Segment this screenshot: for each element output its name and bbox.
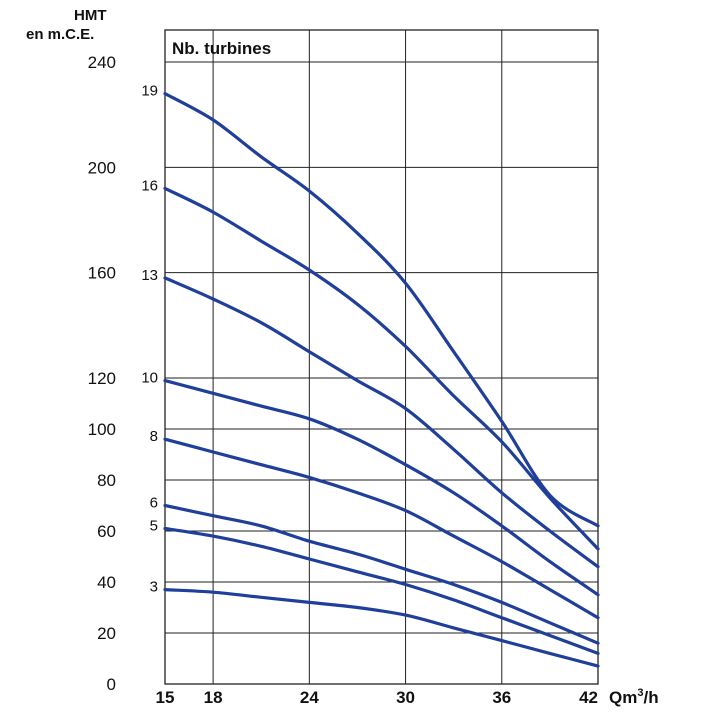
plot-frame [164,29,599,685]
y-axis-title-line-2: en m.C.E. [26,26,94,43]
series-curves [163,92,600,668]
y-tick-label: 160 [88,264,116,283]
x-axis-title-tail: /h [643,688,658,707]
series-label-5: 5 [150,517,158,534]
y-tick-label: 240 [88,53,116,72]
y-tick-label: 100 [88,420,116,439]
y-tick-label: 40 [97,573,116,592]
series-label-6: 6 [150,495,158,512]
x-tick-labels: 15 18 24 30 36 42 [156,688,598,707]
series-curve-13 [163,276,600,569]
series-label-19: 19 [141,83,158,100]
series-curve-5 [163,526,600,655]
series-curve-3 [163,588,600,668]
grid-layer [165,30,598,684]
series-label-10: 10 [141,370,158,387]
x-axis-title-sup: 3 [637,687,643,699]
x-axis-title-main: Qm [609,688,637,707]
series-label-13: 13 [141,267,158,284]
series-curve-6 [163,503,600,645]
series-label-8: 8 [150,428,158,445]
y-tick-label: 80 [97,471,116,490]
series-curve-10 [163,379,600,597]
y-axis-title-line-1: HMT [74,7,107,24]
x-tick-label: 15 [156,688,175,707]
x-tick-label: 18 [204,688,223,707]
y-tick-label: 200 [88,158,116,177]
x-tick-label: 36 [492,688,511,707]
y-tick-label: 60 [97,522,116,541]
series-label-3: 3 [150,579,158,596]
x-tick-label: 42 [579,688,598,707]
y-tick-labels: 0 20 40 60 80 100 120 160 200 240 [88,53,116,694]
series-curve-19 [163,92,600,528]
x-tick-label: 24 [300,688,319,707]
y-tick-label: 0 [107,675,116,694]
y-tick-label: 120 [88,369,116,388]
series-curve-16 [163,186,600,551]
legend-title: Nb. turbines [172,39,271,58]
x-axis-title: Qm3/h [609,687,659,707]
series-curve-8 [163,437,600,620]
series-label-16: 16 [141,177,158,194]
x-tick-label: 30 [396,688,415,707]
series-labels: 19 16 13 10 8 6 5 3 [141,83,158,596]
y-tick-label: 20 [97,624,116,643]
